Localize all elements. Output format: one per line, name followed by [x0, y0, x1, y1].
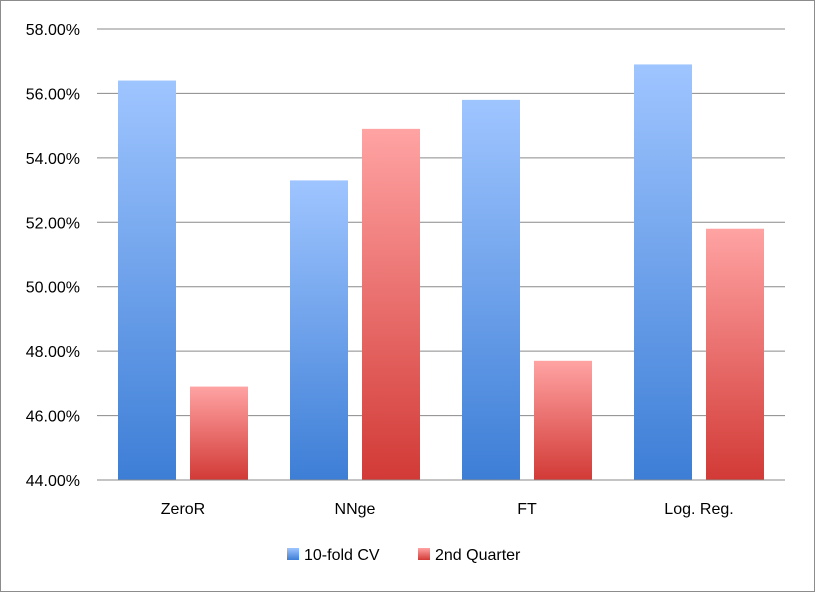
- bars: [97, 64, 785, 481]
- x-category-label: ZeroR: [161, 501, 205, 518]
- bar-series-2-ft: [534, 360, 592, 480]
- bar-series-1-log-reg-: [634, 64, 692, 480]
- y-tick-label: 46.00%: [26, 409, 80, 426]
- legend-label: 2nd Quarter: [435, 547, 521, 564]
- x-category-label: NNge: [335, 501, 376, 518]
- bar-series-2-zeror: [190, 386, 248, 480]
- bar-series-1-ft: [462, 99, 520, 480]
- y-tick-label: 54.00%: [26, 151, 80, 168]
- bar-series-1-zeror: [118, 80, 176, 481]
- y-axis-ticks: 44.00% 46.00% 48.00% 50.00% 52.00% 54.00% 56.0…: [26, 22, 80, 490]
- y-tick-label: 50.00%: [26, 280, 80, 297]
- x-category-label: FT: [517, 501, 537, 518]
- y-tick-label: 58.00%: [26, 22, 80, 39]
- bar-series-2-log-reg-: [706, 228, 764, 480]
- x-category-label: Log. Reg.: [664, 501, 733, 518]
- y-tick-label: 52.00%: [26, 215, 80, 232]
- y-tick-label: 44.00%: [26, 473, 80, 490]
- x-axis-categories: ZeroR NNge FT Log. Reg.: [161, 501, 734, 518]
- y-tick-label: 56.00%: [26, 86, 80, 103]
- legend-swatch: [418, 548, 430, 560]
- y-tick-label: 48.00%: [26, 344, 80, 361]
- legend: 10-fold CV 2nd Quarter: [287, 547, 521, 564]
- legend-swatch: [287, 548, 299, 560]
- bar-series-2-nnge: [362, 128, 420, 480]
- legend-label: 10-fold CV: [304, 547, 380, 564]
- bar-series-1-nnge: [290, 180, 348, 480]
